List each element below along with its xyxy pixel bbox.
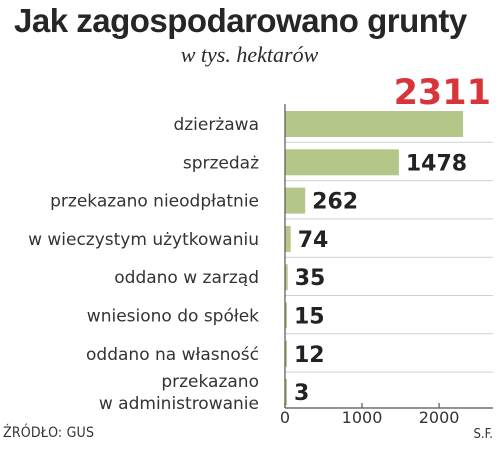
source-note: ŹRÓDŁO: GUS (3, 425, 95, 441)
x-tick-label: 2000 (419, 408, 460, 427)
bar (285, 379, 287, 406)
chart-subtitle: w tys. hektarów (180, 42, 319, 67)
x-tick-label: 1000 (342, 408, 383, 427)
category-label: sprzedaż (183, 153, 259, 173)
value-label: 2311 (394, 73, 491, 113)
bar (285, 187, 306, 214)
chart-title: Jak zagospodarowano grunty (14, 2, 467, 39)
value-label: 1478 (406, 151, 467, 176)
bar (285, 111, 464, 137)
bar (285, 264, 288, 291)
x-tick-label: 0 (280, 408, 290, 427)
category-label: dzierżawa (173, 115, 259, 135)
category-label: wniesiono do spółek (87, 307, 259, 327)
bar (285, 302, 287, 329)
bar (285, 340, 287, 367)
value-label: 262 (312, 190, 358, 215)
category-label: przekazano nieodpłatnie (50, 192, 259, 212)
category-label: w wieczystym użytkowaniu (28, 230, 259, 250)
category-label: oddano na własność (86, 345, 259, 365)
bar (285, 149, 399, 176)
value-label: 15 (294, 305, 325, 330)
category-label: oddano w zarząd (114, 268, 259, 288)
value-label: 12 (294, 343, 325, 368)
author-initials: S.F. (473, 427, 494, 442)
value-label: 3 (294, 381, 309, 406)
value-label: 35 (295, 266, 326, 291)
bar (285, 225, 291, 252)
value-label: 74 (298, 228, 329, 253)
category-label: przekazano w administrowanie (99, 372, 259, 414)
